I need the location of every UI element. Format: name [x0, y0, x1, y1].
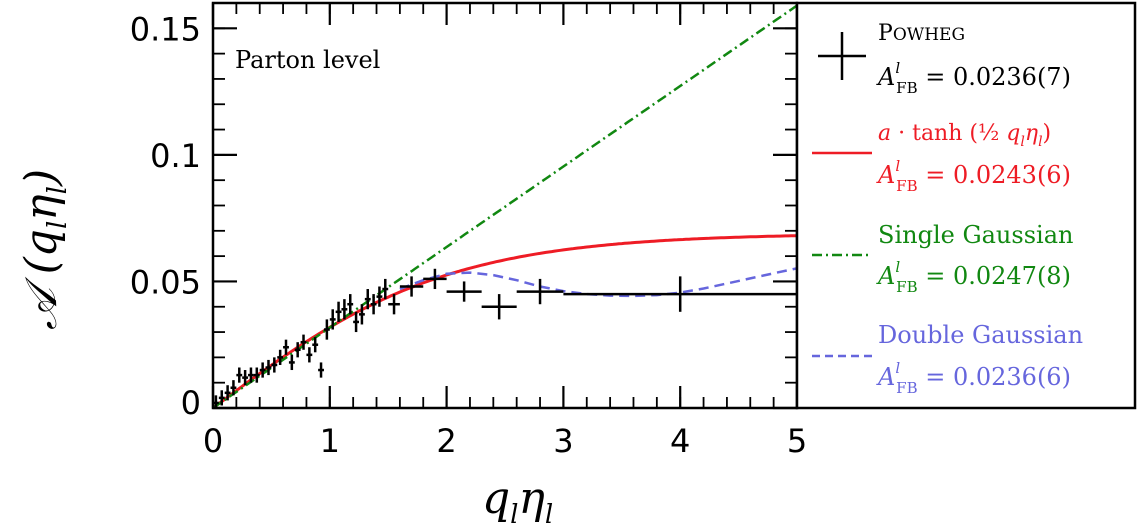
data-point	[382, 278, 389, 300]
data-point	[364, 289, 371, 310]
data-point	[248, 367, 254, 383]
y-tick-label: 0	[181, 384, 201, 422]
data-point	[224, 385, 231, 401]
x-axis-label: qlηl	[482, 473, 553, 529]
x-tick-label: 4	[670, 422, 690, 460]
data-point	[283, 339, 289, 355]
legend-label-single-gaussian: Single Gaussian	[878, 221, 1073, 249]
data-point	[306, 347, 313, 363]
data-points	[213, 268, 797, 408]
data-point	[265, 359, 272, 376]
curve-1	[213, 234, 797, 408]
data-point	[353, 311, 359, 333]
data-point	[300, 334, 307, 350]
legend-stat-tanh: Al FB = 0.0243(6)	[876, 157, 1071, 195]
data-point	[242, 370, 249, 386]
x-tick-label: 1	[320, 422, 340, 460]
legend-box	[795, 1, 1137, 410]
data-point	[341, 299, 348, 320]
data-point	[277, 349, 284, 365]
legend-label-tanh: a · tanh (½ qlηl)	[878, 121, 1051, 150]
legend-stat-single-gaussian: Al FB = 0.0247(8)	[876, 258, 1071, 296]
data-point	[347, 294, 354, 315]
data-point	[329, 309, 336, 330]
data-point	[516, 278, 564, 305]
data-point	[312, 337, 319, 353]
data-point	[423, 268, 447, 290]
data-point	[335, 301, 342, 322]
legend-entry-tanh: a · tanh (½ qlηl) Al FB = 0.0243(6)	[812, 121, 1071, 195]
y-tick-label: 0.15	[130, 10, 201, 48]
y-axis-label: 𝒜 (qlηl)	[16, 169, 73, 330]
data-point	[370, 294, 377, 315]
data-point	[271, 357, 278, 373]
legend-stat-powheg: Al FB = 0.0236(7)	[876, 59, 1071, 97]
data-point	[399, 276, 424, 297]
data-point	[218, 390, 225, 406]
y-tick-label: 0.1	[150, 137, 201, 175]
data-point	[563, 276, 797, 312]
data-point	[388, 294, 400, 315]
svg-text:𝒜 (qlηl): 𝒜 (qlηl)	[16, 169, 73, 330]
plot-axes: 0 1 2 3 4 5 0 0.05 0.1 0.15	[130, 1, 807, 460]
model-curves	[213, 4, 797, 408]
data-point	[294, 342, 301, 358]
data-point	[376, 286, 383, 307]
data-point	[481, 294, 517, 320]
data-point	[230, 380, 237, 396]
legend: POWHEG Al FB = 0.0236(7) a · tanh (½ qlηl…	[795, 1, 1137, 410]
legend-entry-single-gaussian: Single Gaussian Al FB = 0.0247(8)	[812, 221, 1073, 296]
data-point	[359, 304, 365, 325]
legend-stat-double-gaussian: Al FB = 0.0236(6)	[876, 359, 1071, 397]
y-tick-label: 0.05	[130, 263, 201, 301]
x-tick-label: 2	[436, 422, 456, 460]
legend-entry-powheg: POWHEG Al FB = 0.0236(7)	[818, 21, 1071, 97]
curve-2	[213, 4, 797, 408]
x-tick-label: 3	[553, 422, 573, 460]
data-point	[236, 367, 243, 383]
data-point	[323, 319, 330, 340]
data-point	[259, 362, 266, 378]
legend-label-double-gaussian: Double Gaussian	[878, 321, 1083, 349]
curve-3	[399, 267, 797, 298]
data-point	[318, 362, 324, 378]
data-point	[253, 367, 260, 383]
legend-entry-double-gaussian: Double Gaussian Al FB = 0.0236(6)	[812, 321, 1083, 397]
data-point	[446, 281, 482, 302]
legend-label-powheg: POWHEG	[878, 21, 965, 46]
data-point	[288, 354, 295, 371]
x-tick-label: 0	[203, 422, 223, 460]
parton-level-annotation: Parton level	[235, 46, 380, 74]
x-tick-label: 5	[787, 422, 807, 460]
svg-text:qlηl: qlηl	[482, 473, 553, 529]
